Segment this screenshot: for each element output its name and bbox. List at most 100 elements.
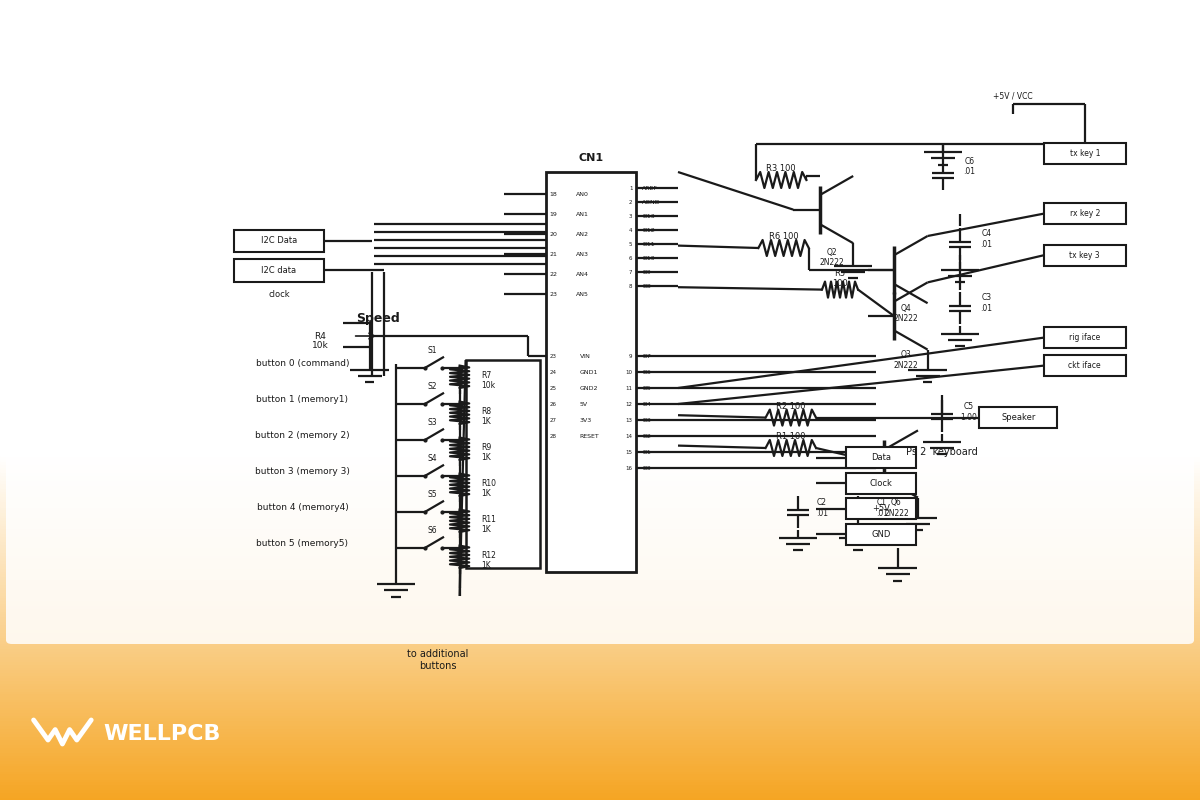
- Bar: [0, 166, 1200, 168]
- Bar: [466, 360, 540, 568]
- Text: AN4: AN4: [576, 271, 589, 277]
- Text: 19: 19: [550, 211, 558, 217]
- Text: 2: 2: [629, 199, 632, 205]
- FancyBboxPatch shape: [6, 4, 1194, 644]
- Bar: [0, 8, 1200, 10]
- Bar: [0, 544, 1200, 546]
- Text: D7: D7: [642, 354, 650, 358]
- Bar: [0, 342, 1200, 344]
- Bar: [0, 386, 1200, 390]
- Bar: [234, 230, 324, 252]
- Bar: [0, 234, 1200, 238]
- Text: 10: 10: [625, 370, 632, 374]
- Bar: [0, 480, 1200, 482]
- Bar: [0, 538, 1200, 542]
- Bar: [0, 40, 1200, 42]
- Text: S2: S2: [427, 382, 437, 391]
- Bar: [0, 432, 1200, 434]
- Bar: [0, 290, 1200, 294]
- Bar: [0, 752, 1200, 754]
- Bar: [0, 56, 1200, 58]
- Text: 26: 26: [550, 402, 557, 406]
- Bar: [0, 410, 1200, 414]
- Bar: [0, 586, 1200, 590]
- Bar: [0, 224, 1200, 226]
- Bar: [0, 208, 1200, 210]
- Bar: [0, 646, 1200, 648]
- Bar: [0, 368, 1200, 370]
- Bar: [0, 310, 1200, 312]
- Text: 13: 13: [625, 418, 632, 422]
- Text: 24: 24: [550, 370, 557, 374]
- Bar: [0, 14, 1200, 16]
- Bar: [0, 218, 1200, 222]
- Bar: [0, 110, 1200, 112]
- Bar: [0, 128, 1200, 130]
- Bar: [0, 254, 1200, 256]
- Bar: [0, 760, 1200, 762]
- Text: Clock: Clock: [869, 478, 893, 488]
- Bar: [0, 374, 1200, 376]
- Bar: [0, 242, 1200, 246]
- Text: 8: 8: [629, 283, 632, 289]
- Bar: [0, 330, 1200, 334]
- Text: Ps 2  keyboard: Ps 2 keyboard: [906, 447, 978, 457]
- Bar: [0, 106, 1200, 110]
- Text: 16: 16: [625, 466, 632, 470]
- Bar: [0, 416, 1200, 418]
- Bar: [0, 138, 1200, 142]
- Text: to additional
buttons: to additional buttons: [407, 650, 469, 670]
- Text: ckt iface: ckt iface: [1068, 361, 1102, 370]
- Text: Speed: Speed: [356, 312, 400, 325]
- Text: C5
1.00: C5 1.00: [960, 402, 977, 422]
- Bar: [0, 698, 1200, 702]
- Bar: [0, 664, 1200, 666]
- Bar: [0, 146, 1200, 150]
- Text: R6 100: R6 100: [769, 232, 798, 242]
- Bar: [846, 473, 916, 494]
- Bar: [0, 312, 1200, 314]
- Bar: [0, 16, 1200, 18]
- Bar: [0, 728, 1200, 730]
- Bar: [0, 466, 1200, 470]
- Text: RESET: RESET: [580, 434, 599, 438]
- Bar: [0, 560, 1200, 562]
- Text: I2C data: I2C data: [262, 266, 296, 275]
- Bar: [0, 406, 1200, 408]
- Bar: [0, 594, 1200, 598]
- Bar: [0, 34, 1200, 38]
- Bar: [0, 286, 1200, 288]
- Text: 14: 14: [625, 434, 632, 438]
- Bar: [0, 134, 1200, 136]
- Text: 11: 11: [625, 386, 632, 390]
- Bar: [0, 510, 1200, 512]
- Bar: [0, 640, 1200, 642]
- Text: D5: D5: [642, 386, 650, 390]
- Text: R12: R12: [481, 551, 496, 561]
- Bar: [0, 622, 1200, 624]
- Bar: [0, 354, 1200, 358]
- Bar: [0, 774, 1200, 776]
- Bar: [0, 360, 1200, 362]
- Text: D9: D9: [642, 270, 650, 274]
- Bar: [0, 168, 1200, 170]
- Bar: [0, 306, 1200, 310]
- Bar: [0, 776, 1200, 778]
- Bar: [0, 280, 1200, 282]
- Bar: [0, 278, 1200, 280]
- Bar: [0, 158, 1200, 160]
- Bar: [0, 358, 1200, 360]
- Bar: [0, 706, 1200, 710]
- Bar: [0, 624, 1200, 626]
- Bar: [0, 90, 1200, 94]
- Text: 21: 21: [550, 251, 558, 257]
- Text: D3: D3: [642, 418, 650, 422]
- Bar: [0, 632, 1200, 634]
- Bar: [0, 30, 1200, 32]
- Bar: [0, 758, 1200, 760]
- Bar: [0, 338, 1200, 342]
- Bar: [0, 176, 1200, 178]
- Bar: [0, 582, 1200, 584]
- Bar: [0, 458, 1200, 462]
- Bar: [0, 488, 1200, 490]
